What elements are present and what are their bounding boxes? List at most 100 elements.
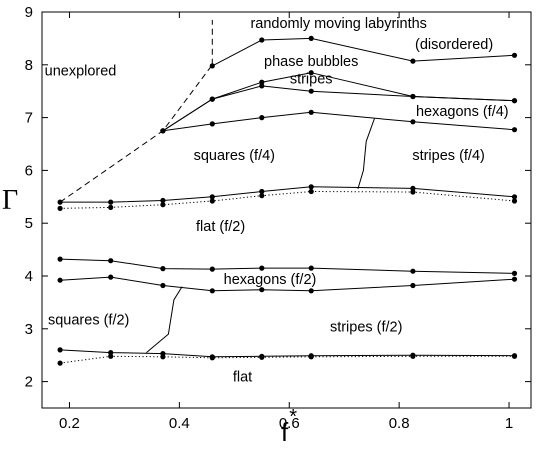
data-point-s2-p2 (308, 35, 314, 42)
x-axis-label: f* (281, 406, 297, 446)
region-label-9: hexagons (f/2) (224, 272, 317, 288)
data-point-s7-p4 (259, 193, 265, 199)
data-point-s11-p4 (259, 354, 265, 360)
y-tick-label-1: 3 (25, 321, 33, 338)
x-tick-label-1: 0.4 (169, 415, 190, 432)
series-line-0 (59, 64, 213, 203)
data-point-s8-p2 (160, 266, 166, 272)
data-point-s8-p3 (209, 266, 215, 272)
y-tick-label-6: 8 (25, 57, 33, 74)
data-point-s8-p6 (410, 268, 416, 274)
series-line-5 (162, 111, 515, 132)
data-point-s6-p0 (57, 199, 63, 205)
data-point-s7-p3 (209, 198, 215, 204)
data-point-s6-p5 (308, 184, 314, 190)
region-label-1: randomly moving labyrinths (250, 16, 427, 32)
region-label-2: (disordered) (415, 37, 493, 53)
series-line-9 (60, 276, 515, 292)
axes-group: 0.2 0.4 0.6 0.8 1 2 3 4 5 6 7 8 9 (25, 4, 532, 432)
data-point-s6-p4 (259, 188, 265, 195)
data-point-s2-p3 (410, 58, 416, 64)
x-axis-label-base: f (281, 417, 289, 446)
data-point-s6-p3 (209, 194, 215, 200)
data-point-s6-p1 (108, 199, 114, 205)
data-point-s2-p4 (511, 52, 518, 58)
series-line-10 (60, 349, 515, 358)
data-point-s5-p5 (511, 127, 518, 133)
data-point-s8-p7 (511, 270, 518, 276)
series-line-4 (162, 85, 515, 132)
annotations-group: unexplored randomly moving labyrinths (dis… (45, 16, 509, 386)
data-point-s4-p3 (308, 88, 314, 94)
data-point-s4-p2 (259, 83, 265, 89)
data-point-s9-p6 (410, 282, 416, 289)
region-label-11: stripes (f/2) (330, 319, 403, 335)
data-point-s5-p4 (410, 119, 416, 125)
data-point-s5-p0 (160, 128, 166, 134)
region-label-12: flat (233, 370, 252, 386)
series-group (59, 19, 515, 364)
data-point-s10-p1 (108, 350, 114, 356)
data-point-s7-p0 (57, 205, 63, 211)
data-point-s8-p0 (57, 256, 63, 262)
data-point-s5-p2 (259, 115, 265, 121)
data-point-s6-p2 (160, 197, 166, 204)
markers-group (57, 35, 518, 366)
data-point-s4-p5 (511, 98, 518, 104)
data-point-s7-p2 (160, 202, 166, 208)
y-tick-label-3: 5 (25, 215, 33, 232)
data-point-s9-p2 (160, 282, 166, 289)
data-point-s11-p6 (410, 353, 416, 359)
series-line-3 (162, 72, 515, 132)
region-label-0: unexplored (45, 63, 117, 79)
data-point-s11-p0 (57, 360, 63, 366)
data-point-s4-p1 (209, 96, 215, 102)
region-label-7: stripes (f/4) (412, 148, 485, 164)
data-point-s3-p3 (308, 70, 314, 76)
y-tick-label-5: 7 (25, 110, 33, 127)
series-line-12 (357, 118, 375, 190)
data-point-s11-p1 (108, 353, 114, 359)
data-point-s6-p6 (410, 185, 416, 191)
data-point-s11-p5 (308, 354, 314, 360)
data-point-s8-p4 (259, 265, 265, 271)
region-label-10: squares (f/2) (48, 313, 129, 329)
data-point-s9-p7 (511, 276, 518, 282)
data-point-s7-p6 (410, 189, 416, 195)
data-point-s8-p1 (108, 258, 114, 264)
series-line-8 (60, 258, 515, 274)
data-point-s6-p7 (511, 194, 518, 200)
y-tick-label-7: 9 (25, 4, 33, 21)
data-point-s2-p1 (259, 37, 265, 43)
region-label-6: squares (f/4) (194, 148, 275, 164)
x-axis-label-superscript: * (289, 406, 297, 428)
data-point-s7-p1 (108, 204, 114, 210)
data-point-s7-p7 (511, 198, 518, 204)
series-line-7 (60, 190, 515, 209)
data-point-s9-p3 (209, 288, 215, 294)
data-point-s5-p1 (209, 121, 215, 127)
data-point-s2-p0 (209, 63, 215, 69)
series-line-6 (60, 186, 515, 203)
x-tick-label-4: 1 (505, 415, 513, 432)
data-point-s9-p1 (108, 274, 114, 280)
data-point-s9-p0 (57, 277, 63, 283)
x-tick-label-2: 0.6 (279, 415, 300, 432)
y-tick-label-2: 4 (25, 268, 33, 285)
series-line-11 (60, 355, 515, 364)
y-tick-label-0: 2 (25, 374, 33, 391)
data-point-s9-p4 (259, 287, 265, 293)
data-point-s11-p2 (160, 354, 166, 360)
data-point-s11-p7 (511, 353, 518, 359)
y-tick-label-4: 6 (25, 162, 33, 179)
data-point-s9-p5 (308, 288, 314, 294)
region-label-5: hexagons (f/4) (416, 104, 509, 120)
series-line-13 (146, 286, 183, 353)
data-point-s5-p3 (308, 109, 314, 115)
data-point-s3-p2 (259, 79, 265, 85)
data-point-s7-p5 (308, 188, 314, 195)
data-point-s4-p4 (410, 93, 416, 100)
x-tick-label-0: 0.2 (59, 415, 80, 432)
